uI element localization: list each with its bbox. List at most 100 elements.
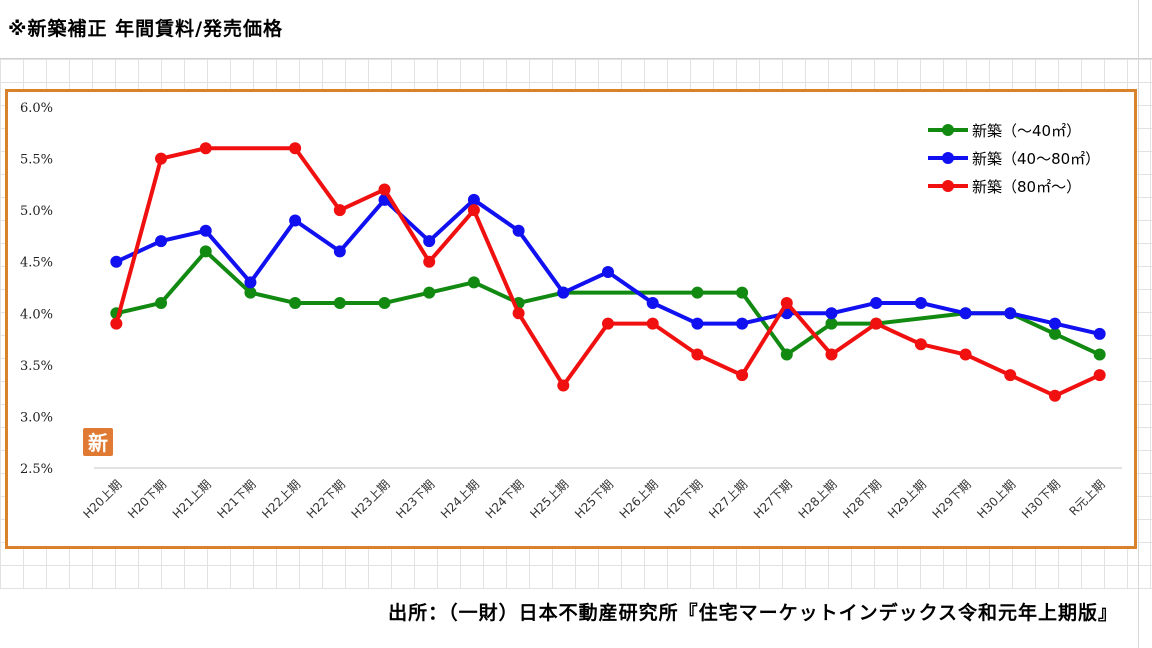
series-layer — [110, 142, 1106, 402]
data-point — [557, 379, 570, 392]
data-point — [691, 317, 704, 330]
data-point — [825, 307, 838, 320]
data-point — [333, 296, 346, 309]
data-point — [736, 317, 749, 330]
data-point — [602, 266, 614, 279]
data-point — [244, 276, 257, 289]
x-tick-label: H29下期 — [930, 477, 974, 521]
data-point — [1048, 327, 1061, 340]
x-tick-label: H23下期 — [393, 477, 437, 521]
x-tick-label: H26下期 — [661, 477, 705, 521]
data-point — [289, 142, 302, 155]
data-point — [244, 286, 257, 299]
x-tick-label: H28上期 — [796, 477, 840, 521]
x-tick-label: H24上期 — [438, 477, 482, 521]
right-divider — [1138, 0, 1139, 648]
new-badge-text: 新 — [88, 431, 108, 455]
data-point — [914, 296, 927, 309]
y-tick-label: 3.0% — [20, 410, 53, 425]
data-point — [1048, 389, 1061, 402]
x-tick-label: H20下期 — [125, 477, 169, 521]
x-tick-label: H26上期 — [617, 477, 661, 521]
x-tick-label: H22上期 — [259, 477, 303, 521]
series-line-2 — [114, 146, 1102, 398]
data-point — [423, 286, 436, 299]
source-citation: 出所：（一財）日本不動産研究所『住宅マーケットインデックス令和元年上期版』 — [388, 602, 1118, 624]
x-tick-label: H29上期 — [885, 477, 929, 521]
data-point — [825, 317, 838, 330]
data-point — [870, 317, 883, 330]
data-point — [691, 286, 704, 299]
x-tick-label: H25下期 — [572, 477, 616, 521]
data-point — [736, 369, 749, 382]
y-tick-label: 2.5% — [20, 462, 53, 477]
data-point — [155, 235, 168, 248]
legend-label: 新築（40～80㎡） — [972, 150, 1100, 168]
legend-label: 新築（80㎡～） — [972, 178, 1081, 196]
legend-label: 新築（～40㎡） — [972, 122, 1081, 140]
y-tick-label: 5.5% — [20, 153, 53, 168]
x-tick-label: H28下期 — [840, 477, 884, 521]
data-point — [1004, 307, 1017, 320]
x-axis-ticks: H20上期 H20下期 H21上期 H21下期 H22上期 H22下期 H23上期 H23下期… — [80, 477, 1107, 521]
data-point — [1093, 327, 1106, 340]
data-point — [736, 286, 749, 299]
y-tick-label: 3.5% — [20, 359, 53, 374]
data-point — [512, 224, 525, 237]
data-point — [199, 245, 212, 258]
x-tick-label: H27下期 — [751, 477, 795, 521]
y-tick-label: 5.0% — [20, 204, 53, 219]
data-point — [780, 348, 793, 361]
data-point — [646, 296, 659, 309]
data-point — [512, 307, 525, 320]
page-title: ※新築補正 年間賃料/発売価格 — [8, 18, 284, 40]
data-point — [155, 152, 168, 165]
data-point — [602, 317, 614, 330]
legend: 新築（～40㎡） 新築（40～80㎡） 新築（80㎡～） — [928, 122, 1100, 196]
data-point — [825, 348, 838, 361]
y-tick-label: 6.0% — [20, 101, 53, 116]
legend-marker — [942, 152, 954, 164]
data-point — [110, 255, 123, 268]
x-tick-label: H30上期 — [974, 477, 1018, 521]
data-point — [557, 286, 570, 299]
legend-marker — [942, 124, 954, 136]
x-tick-label: H27上期 — [706, 477, 750, 521]
data-point — [1004, 369, 1017, 382]
data-point — [289, 296, 302, 309]
data-point — [914, 338, 927, 351]
data-point — [199, 142, 212, 155]
data-point — [467, 276, 480, 289]
data-point — [333, 204, 346, 217]
new-badge: 新 — [83, 428, 113, 456]
data-point — [1093, 369, 1106, 382]
data-point — [110, 317, 123, 330]
data-point — [378, 296, 391, 309]
legend-marker — [942, 180, 954, 192]
chart-frame: 2.5% 3.0% 3.5% 4.0% 4.5% 5.0% 5.5% 6.0% H20上期 H2… — [5, 89, 1137, 549]
data-point — [467, 193, 480, 206]
data-point — [467, 204, 480, 217]
x-tick-label: R元上期 — [1067, 477, 1108, 518]
data-point — [378, 183, 391, 196]
x-tick-label: H25上期 — [527, 477, 571, 521]
data-point — [1093, 348, 1106, 361]
line-chart: 2.5%3.0%3.5%4.0%4.5%5.0%5.5%6.0% H20上期 H2… — [20, 101, 1122, 521]
data-point — [199, 224, 212, 237]
data-point — [423, 235, 436, 248]
y-tick-label: 4.5% — [20, 256, 53, 271]
data-point — [959, 348, 972, 361]
x-tick-label: H21上期 — [170, 477, 214, 521]
x-tick-label: H22下期 — [304, 477, 348, 521]
data-point — [959, 307, 972, 320]
data-point — [1048, 317, 1061, 330]
data-point — [423, 255, 436, 268]
x-tick-label: H30下期 — [1019, 477, 1063, 521]
data-point — [155, 296, 168, 309]
series-line-0 — [114, 249, 1102, 357]
x-tick-label: H23上期 — [349, 477, 393, 521]
data-point — [333, 245, 346, 258]
y-axis-ticks: 2.5% 3.0% 3.5% 4.0% 4.5% 5.0% 5.5% 6.0% — [20, 101, 53, 477]
x-tick-label: H24下期 — [483, 477, 527, 521]
x-tick-label: H20上期 — [80, 477, 124, 521]
